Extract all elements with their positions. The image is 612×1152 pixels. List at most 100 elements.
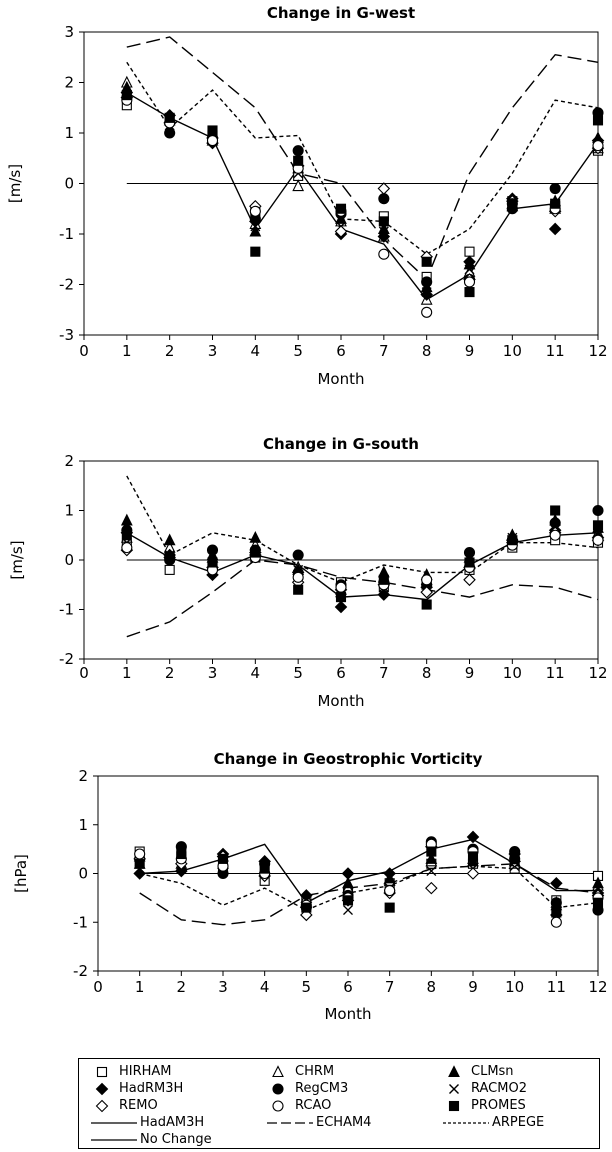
legend-symbol	[267, 1121, 313, 1124]
series-promes	[121, 505, 604, 610]
data-point-hadrm3h	[383, 867, 396, 880]
y-axis-label: [m/s]	[6, 164, 24, 203]
data-point-promes	[550, 505, 561, 516]
series-clmsn	[133, 849, 604, 911]
data-point-promes	[342, 895, 354, 906]
legend-label: No Change	[140, 1132, 212, 1147]
data-point-hirham	[464, 246, 475, 257]
x-tick-label: 6	[336, 342, 346, 360]
y-tick-label: -2	[59, 276, 74, 294]
data-point-rcao	[121, 542, 133, 554]
y-tick-label: 0	[64, 551, 74, 569]
data-point-hadrm3h	[175, 864, 188, 878]
legend-marker	[448, 1100, 460, 1111]
y-tick-label: -2	[59, 650, 74, 668]
data-point-hirham	[164, 564, 175, 575]
legend-symbol	[449, 1083, 459, 1094]
data-point-promes	[217, 853, 229, 864]
x-tick-label: 6	[343, 978, 353, 996]
legend-item-arpege: ARPEGE	[443, 1114, 544, 1131]
data-point-promes	[551, 907, 562, 918]
series-racmo2	[121, 522, 603, 600]
x-tick-label: 8	[427, 978, 437, 996]
data-point-promes	[250, 547, 261, 558]
data-point-clmsn	[163, 533, 176, 546]
data-point-promes	[301, 902, 312, 913]
legend-marker	[272, 1064, 284, 1077]
y-axis-label: [hPa]	[12, 854, 30, 893]
series-line-hadam3h	[126, 532, 599, 601]
data-point-chrm	[292, 179, 305, 192]
series-promes	[134, 846, 604, 918]
x-tick-label: 9	[468, 978, 478, 996]
data-point-promes	[592, 520, 604, 531]
chart-legend: HIRHAM CHRM CLMsn HadRM3H RegCM3 RACMO2 REMO RC…	[78, 1058, 600, 1149]
legend-label: REMO	[119, 1098, 158, 1113]
data-point-promes	[384, 902, 395, 913]
data-point-regcm3	[292, 549, 304, 561]
legend-marker	[96, 1066, 108, 1077]
series-rcao	[134, 838, 604, 928]
series-clmsn	[120, 513, 604, 595]
data-point-regcm3	[378, 193, 390, 205]
data-point-hadrm3h	[334, 600, 348, 614]
series-hirham	[121, 535, 604, 593]
data-point-promes	[421, 599, 432, 610]
data-point-remo	[466, 867, 480, 880]
series-chrm	[133, 849, 604, 908]
x-tick-label: 10	[503, 664, 522, 682]
data-point-promes	[507, 198, 518, 209]
x-tick-label: 12	[588, 342, 607, 360]
data-point-promes	[207, 125, 218, 136]
data-point-racmo2	[426, 866, 437, 877]
data-point-promes	[421, 256, 432, 267]
y-tick-label: 0	[78, 865, 88, 883]
x-tick-label: 2	[177, 978, 187, 996]
legend-item-no-change: No Change	[91, 1131, 212, 1148]
x-tick-label: 3	[208, 664, 218, 682]
data-point-rcao	[463, 276, 476, 288]
legend-symbol	[443, 1121, 489, 1124]
x-tick-label: 4	[260, 978, 270, 996]
y-tick-label: 2	[64, 452, 74, 470]
data-point-rcao	[421, 306, 433, 318]
data-point-promes	[259, 863, 270, 874]
data-point-promes	[426, 846, 437, 857]
data-point-racmo2	[421, 287, 432, 298]
legend-symbol	[272, 1099, 284, 1112]
series-line-arpege	[126, 475, 599, 584]
legend-item-rcao: RCAO	[267, 1097, 331, 1114]
data-point-promes	[464, 287, 475, 298]
data-point-hadrm3h	[550, 876, 563, 890]
legend-symbol	[96, 1066, 108, 1077]
legend-item-promes: PROMES	[443, 1097, 526, 1114]
series-hadrm3h	[120, 86, 605, 301]
data-point-regcm3	[421, 276, 433, 288]
series-racmo2	[121, 90, 603, 298]
series-line-hadam3h	[126, 91, 599, 301]
series-line-echam4	[139, 863, 599, 926]
data-point-promes	[164, 552, 175, 563]
legend-label: ECHAM4	[316, 1115, 372, 1130]
data-point-clmsn	[120, 513, 133, 526]
data-point-remo	[420, 585, 433, 599]
data-point-promes	[250, 246, 261, 257]
legend-item-echam4: ECHAM4	[267, 1114, 371, 1131]
data-point-rcao	[134, 848, 146, 860]
legend-item-racmo2: RACMO2	[443, 1080, 527, 1097]
data-point-promes	[467, 851, 479, 862]
data-point-remo	[463, 573, 476, 587]
data-point-racmo2	[250, 221, 261, 232]
x-tick-label: 5	[302, 978, 312, 996]
legend-symbol	[448, 1064, 460, 1077]
data-point-regcm3	[206, 544, 219, 556]
data-point-promes	[378, 216, 389, 227]
legend-item-chrm: CHRM	[267, 1063, 334, 1080]
x-axis-label: Month	[317, 370, 364, 388]
series-hadrm3h	[133, 830, 605, 902]
data-point-promes	[335, 203, 347, 214]
y-tick-label: -2	[73, 962, 88, 980]
y-tick-label: -1	[73, 913, 88, 931]
x-tick-label: 11	[546, 342, 565, 360]
